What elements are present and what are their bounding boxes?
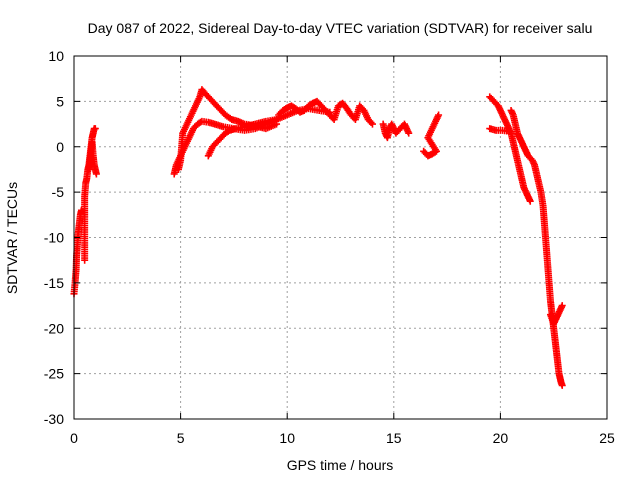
data-point [92,170,100,178]
y-tick-label: -5 [52,184,65,200]
data-point [367,119,375,127]
x-tick-label: 20 [493,430,509,446]
y-tick-label: 10 [48,48,64,64]
data-point [558,302,566,310]
series-track-arc-9 [420,111,443,160]
x-tick-label: 25 [599,430,615,446]
series-track-arc-11 [486,125,513,135]
y-tick-label: 0 [56,139,64,155]
y-tick-label: -30 [44,411,64,427]
data-point [505,127,513,135]
label-layer: 0 5 10 15 20 25 -30 -25 -20 -15 -10 -5 0 5 10 [44,48,615,446]
x-tick-label: 15 [386,430,402,446]
series-track-arc-13 [547,302,566,328]
series-layer [70,86,566,389]
tick-layer [73,55,608,420]
series-track-arc-6 [204,116,281,160]
series-track-arc-5 [174,86,281,173]
data-point [405,129,413,137]
x-axis-title: GPS time / hours [287,457,394,473]
series-track-arc-10 [486,93,534,205]
x-tick-label: 0 [70,430,78,446]
series-track-arc-7 [275,97,376,128]
data-point [558,381,566,389]
series-track-arc-8 [379,120,413,142]
y-tick-label: 5 [56,93,64,109]
series-track-arc-3 [85,138,100,178]
y-tick-label: -25 [44,366,64,382]
data-point [435,111,443,119]
y-tick-label: -15 [44,275,64,291]
x-tick-label: 5 [177,430,185,446]
y-tick-label: -10 [44,230,64,246]
data-point [368,120,376,128]
data-point [91,125,99,133]
data-point [526,197,534,205]
x-tick-label: 10 [279,430,295,446]
y-tick-label: -20 [44,320,64,336]
data-point [273,116,281,124]
y-axis-title: SDTVAR / TECUs [4,182,20,294]
chart-title: Day 087 of 2022, Sidereal Day-to-day VTE… [88,20,593,36]
